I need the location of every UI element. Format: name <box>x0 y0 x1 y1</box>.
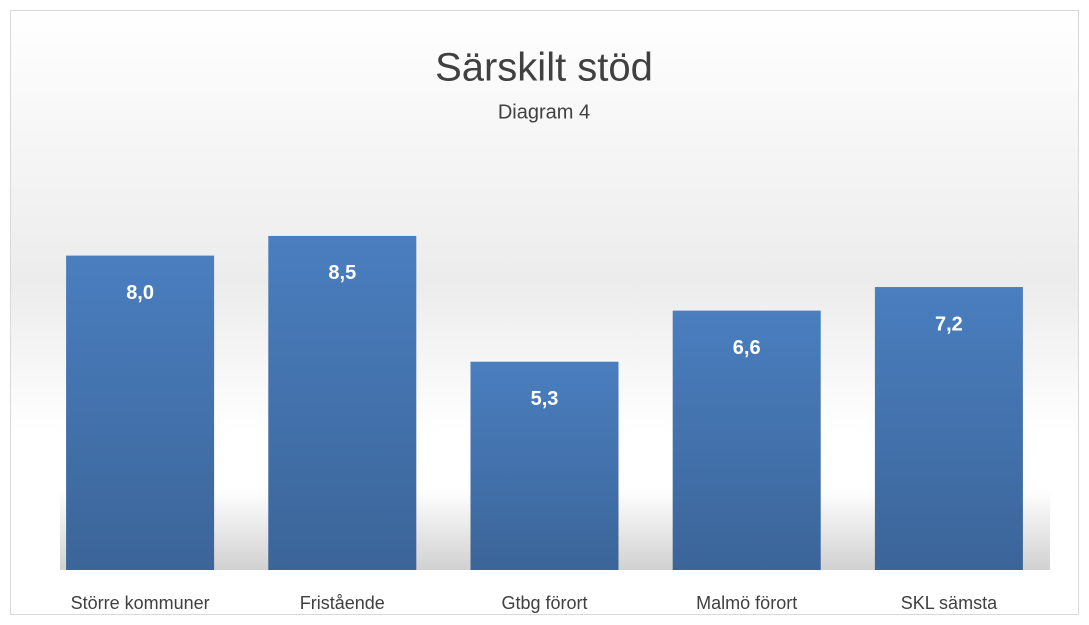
chart-subtitle: Diagram 4 <box>498 101 590 123</box>
x-tick-label: SKL sämsta <box>901 593 998 613</box>
bar-shade <box>874 287 1023 570</box>
data-label: 6,6 <box>733 337 761 359</box>
x-tick-label: Större kommuner <box>71 593 210 613</box>
data-label: 5,3 <box>531 388 559 410</box>
bar-shade <box>470 361 619 570</box>
chart-title: Särskilt stöd <box>435 46 653 90</box>
x-tick-label: Gtbg förort <box>501 593 587 613</box>
data-label: 7,2 <box>935 313 963 335</box>
x-tick-label: Fristående <box>300 593 385 613</box>
bar-shade <box>66 255 215 570</box>
data-label: 8,5 <box>328 262 356 284</box>
x-tick-label: Malmö förort <box>696 593 797 613</box>
bar-shade <box>268 235 417 570</box>
data-label: 8,0 <box>126 282 154 304</box>
bar-shade <box>672 310 821 570</box>
